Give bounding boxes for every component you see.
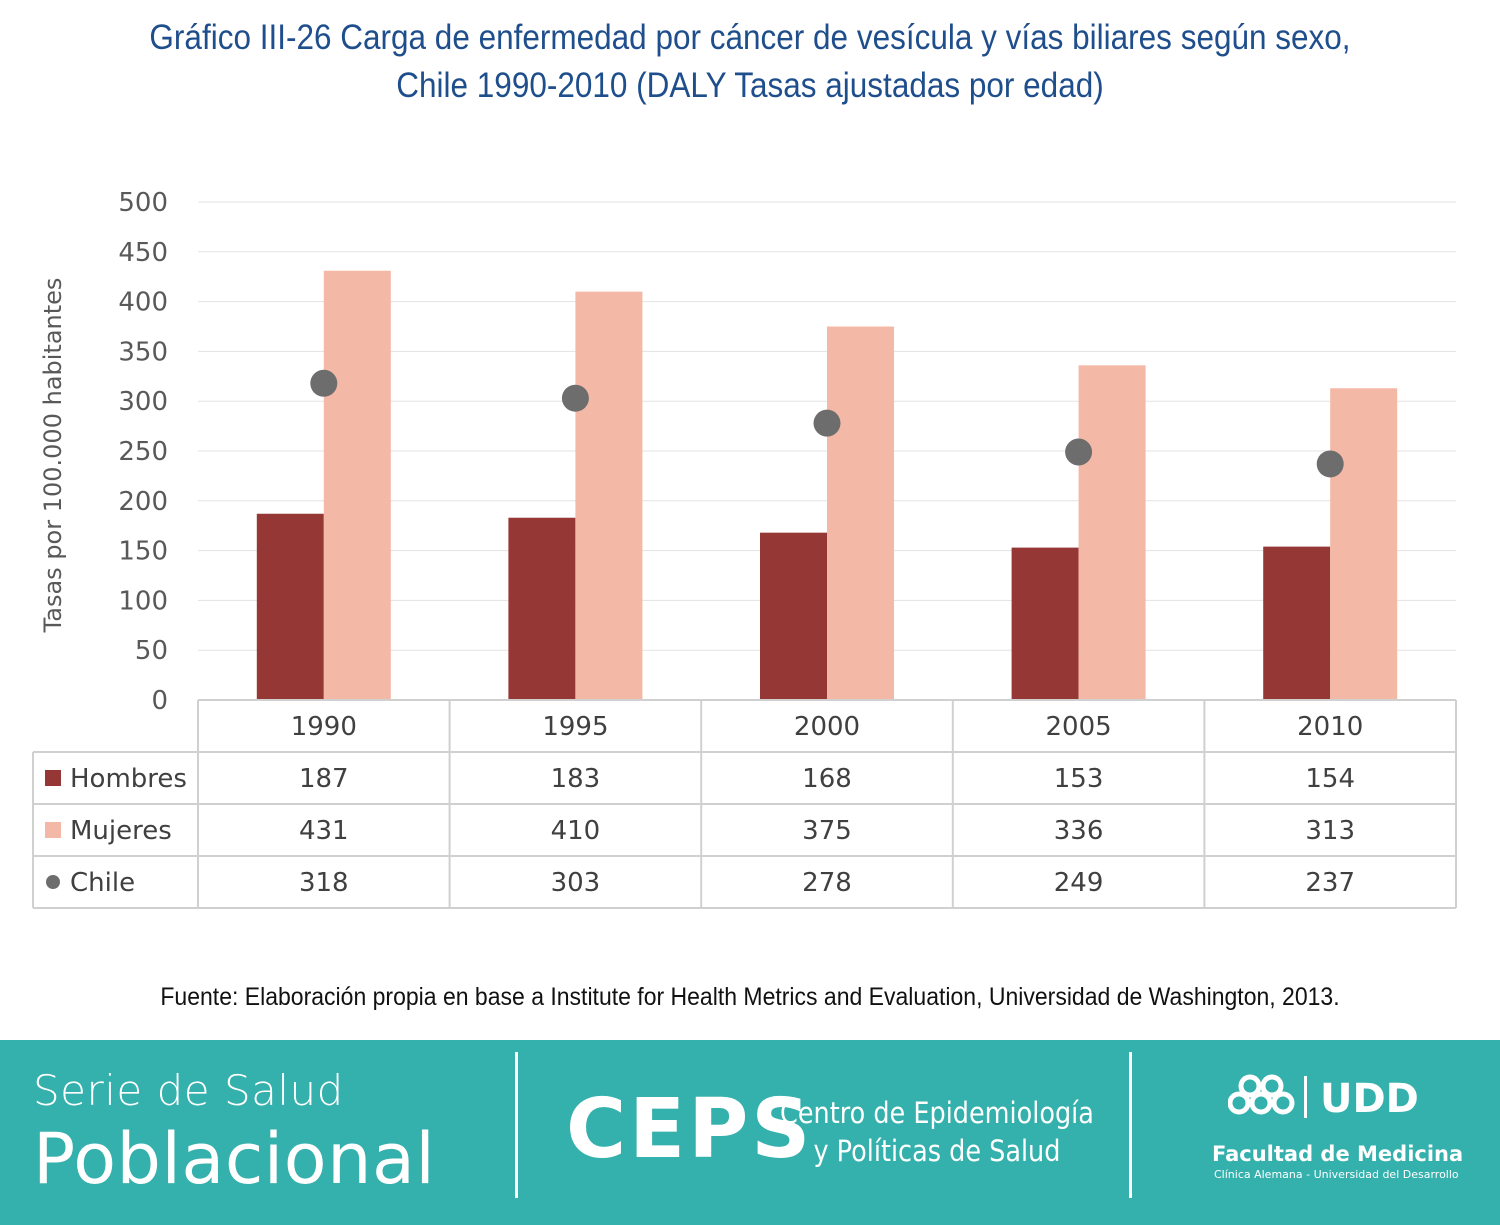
series-title-line-2: Poblacional	[33, 1118, 436, 1200]
bar-mujeres	[323, 270, 391, 700]
bar-hombres	[1263, 546, 1331, 700]
y-tick-label: 250	[118, 437, 168, 467]
bar-hombres	[508, 517, 576, 700]
legend-swatch-mujeres	[45, 822, 61, 838]
marker-chile	[1316, 450, 1344, 478]
udd-logo-icon: UDD	[1228, 1074, 1418, 1122]
marker-chile	[813, 409, 841, 437]
chart-area: 0 50 100 150 200 250 300 350 400 450 500 Tasas por …	[32, 188, 1457, 909]
footer-divider	[515, 1052, 518, 1198]
y-tick-label: 0	[151, 686, 168, 716]
y-tick-label: 100	[118, 586, 168, 616]
bar-hombres	[760, 532, 827, 700]
data-label: 431	[299, 816, 349, 846]
data-label: 237	[1305, 868, 1355, 898]
series-title-line-1: Serie de Salud	[33, 1066, 344, 1115]
y-tick-label: 300	[118, 387, 168, 417]
y-axis-title: Tasas por 100.000 habitantes	[39, 278, 67, 634]
data-label: 187	[299, 764, 349, 794]
faculty-subtitle: Clínica Alemana - Universidad del Desarr…	[1214, 1168, 1459, 1181]
data-label: 249	[1054, 868, 1104, 898]
udd-logo-text: UDD	[1320, 1076, 1418, 1122]
data-label: 313	[1305, 816, 1355, 846]
chart-title-line-1: Gráfico III-26 Carga de enfermedad por c…	[149, 18, 1351, 57]
chart-title-line-2: Chile 1990-2010 (DALY Tasas ajustadas po…	[396, 66, 1104, 105]
data-label: 410	[551, 816, 601, 846]
bar-mujeres	[1330, 388, 1398, 700]
x-tick-label: 2010	[1297, 712, 1363, 742]
ceps-logo: CEPS	[566, 1082, 814, 1177]
marker-chile	[1065, 438, 1093, 466]
ceps-full-name: Centro de Epidemiología y Políticas de S…	[780, 1094, 1094, 1170]
data-label: 168	[802, 764, 852, 794]
source-note: Fuente: Elaboración propia en base a Ins…	[160, 983, 1340, 1011]
y-tick-label: 200	[118, 487, 168, 517]
y-tick-label: 400	[118, 288, 168, 318]
data-label: 303	[551, 868, 601, 898]
legend-label: Chile	[70, 868, 135, 898]
data-label: 154	[1305, 764, 1355, 794]
legend-label: Hombres	[70, 764, 187, 794]
y-tick-label: 150	[118, 537, 168, 567]
marker-chile	[561, 384, 589, 412]
x-tick-label: 1995	[542, 712, 608, 742]
legend-label: Mujeres	[70, 816, 172, 846]
y-tick-label: 50	[135, 636, 168, 666]
marker-chile	[310, 369, 338, 397]
data-label: 375	[802, 816, 852, 846]
data-label: 183	[551, 764, 601, 794]
bar-hombres	[1011, 547, 1079, 700]
x-tick-label: 2005	[1046, 712, 1112, 742]
data-label: 336	[1054, 816, 1104, 846]
y-tick-label: 500	[118, 188, 168, 218]
data-label: 153	[1054, 764, 1104, 794]
bar-mujeres	[575, 291, 643, 700]
footer-banner: Serie de Salud Poblacional CEPS Centro d…	[0, 1040, 1500, 1225]
chart-title: Gráfico III-26 Carga de enfermedad por c…	[75, 14, 1425, 110]
legend-swatch-hombres	[45, 770, 61, 786]
y-tick-label: 350	[118, 337, 168, 367]
bar-mujeres	[827, 326, 894, 700]
x-tick-label: 2000	[794, 712, 860, 742]
ceps-name-line-1: Centro de Epidemiología	[780, 1096, 1094, 1130]
data-label: 318	[299, 868, 349, 898]
legend-swatch-chile	[46, 875, 60, 889]
footer-divider	[1129, 1052, 1132, 1198]
bar-mujeres	[1078, 365, 1146, 700]
faculty-name: Facultad de Medicina	[1212, 1142, 1464, 1166]
bar-hombres	[256, 513, 324, 700]
ceps-name-line-2: y Políticas de Salud	[813, 1134, 1061, 1168]
data-label: 278	[802, 868, 852, 898]
y-tick-label: 450	[118, 238, 168, 268]
x-tick-label: 1990	[291, 712, 357, 742]
